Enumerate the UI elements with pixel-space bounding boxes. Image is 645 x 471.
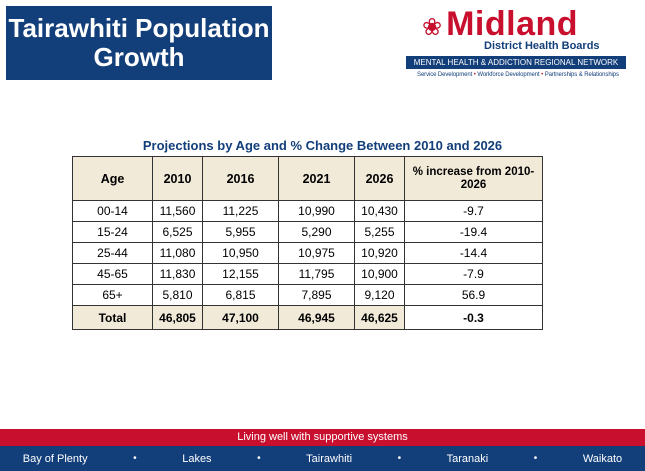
table-cell: 6,525 [152,221,203,243]
total-cell: 46,625 [354,305,405,330]
tagline-item: Service Development [417,72,473,78]
table-cell: -9.7 [404,200,543,222]
logo-tagline: Service Development • Workforce Developm… [394,72,642,78]
table-cell: 5,290 [278,221,355,243]
tagline-item: Partnerships & Relationships [544,72,619,78]
table-row: 65+ 5,810 6,815 7,895 9,120 56.9 [72,284,543,306]
tagline-dot: • [473,72,476,78]
table-cell: 65+ [72,284,153,306]
table-cell: -19.4 [404,221,543,243]
table-cell: 10,990 [278,200,355,222]
region-separator: • [133,453,137,464]
table-row: 25-44 11,080 10,950 10,975 10,920 -14.4 [72,242,543,264]
table-cell: 11,830 [152,263,203,285]
region-separator: • [533,453,538,464]
logo-subtitle: District Health Boards [484,40,600,52]
footer-regions: Bay of Plenty • Lakes • Tairawhiti • Tar… [0,446,645,471]
table-cell: 12,155 [202,263,279,285]
table-cell: 6,815 [202,284,279,306]
table-cell: 10,900 [354,263,405,285]
table-cell: 9,120 [354,284,405,306]
region-waikato: Waikato [582,452,623,465]
page-title: Tairawhiti Population Growth [8,13,270,72]
table-cell: 5,955 [202,221,279,243]
table-cell: -7.9 [404,263,543,285]
table-cell: 11,080 [152,242,203,264]
total-cell: -0.3 [404,305,543,330]
title-box: Tairawhiti Population Growth [6,6,272,80]
table-cell: 11,795 [278,263,355,285]
total-cell: 46,805 [152,305,203,330]
table-total-row: Total 46,805 47,100 46,945 46,625 -0.3 [72,305,543,330]
table-caption: Projections by Age and % Change Between … [142,138,503,153]
table-cell: 10,975 [278,242,355,264]
table-header-row: Age 2010 2016 2021 2026 % increase from … [72,156,543,201]
table-cell: 10,950 [202,242,279,264]
table-cell: 25-44 [72,242,153,264]
region-separator: • [397,453,402,464]
table-row: 45-65 11,830 12,155 11,795 10,900 -7.9 [72,263,543,285]
table-cell: 7,895 [278,284,355,306]
table-cell: -14.4 [404,242,543,264]
tagline-dot: • [541,72,544,78]
column-header: 2026 [354,156,405,201]
table-cell: 56.9 [404,284,543,306]
region-tairawhiti: Tairawhiti [306,452,353,465]
table-cell: 10,920 [354,242,405,264]
tagline-item: Workforce Development [477,72,540,78]
table-cell: 5,255 [354,221,405,243]
logo-network-bar: MENTAL HEALTH & ADDICTION REGIONAL NETWO… [406,56,626,69]
column-header: 2021 [278,156,355,201]
population-table: Age 2010 2016 2021 2026 % increase from … [72,156,543,330]
region-separator: • [257,453,261,464]
total-cell: 46,945 [278,305,355,330]
total-cell: 47,100 [202,305,279,330]
table-cell: 00-14 [72,200,153,222]
table-cell: 10,430 [354,200,405,222]
logo-wordmark: ❀ Midland [422,4,579,43]
column-header: 2016 [202,156,279,201]
total-label: Total [72,305,153,330]
table-cell: 11,560 [152,200,203,222]
column-header: % increase from 2010-2026 [404,156,543,201]
table-cell: 5,810 [152,284,203,306]
column-header: Age [72,156,153,201]
table-cell: 45-65 [72,263,153,285]
table-cell: 15-24 [72,221,153,243]
region-bay-of-plenty: Bay of Plenty [22,452,88,465]
table-row: 00-14 11,560 11,225 10,990 10,430 -9.7 [72,200,543,222]
region-taranaki: Taranaki [446,452,489,465]
logo-word: Midland [446,5,579,43]
table-cell: 11,225 [202,200,279,222]
midland-logo: ❀ Midland District Health Boards MENTAL … [394,4,642,88]
logo-flourish-icon: ❀ [422,14,443,41]
region-lakes: Lakes [182,452,212,465]
footer-slogan: Living well with supportive systems [0,429,645,446]
column-header: 2010 [152,156,203,201]
table-row: 15-24 6,525 5,955 5,290 5,255 -19.4 [72,221,543,243]
